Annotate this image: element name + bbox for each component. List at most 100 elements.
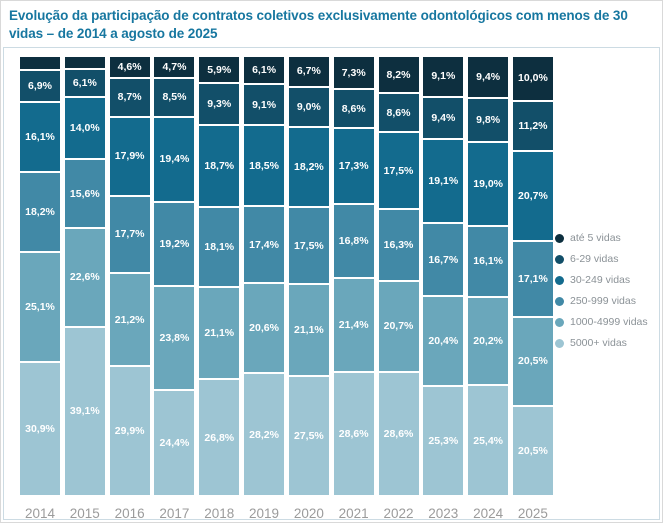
segment-value-label: 15,6%: [69, 187, 100, 200]
segment-value-label: 16,3%: [383, 238, 414, 251]
bar-stack: 9,4% 9,8% 19,0% 16,1% 20,2% 25,4%: [468, 57, 509, 496]
segment-value-label: 9,4%: [431, 112, 456, 125]
segment-value-label: 6,1%: [252, 64, 277, 77]
segment-value-label: 27,5%: [293, 430, 324, 443]
segment-value-label: 18,1%: [204, 241, 235, 254]
bar-segment: 4,6%: [109, 57, 150, 77]
legend-item: 1000-4999 vidas: [555, 315, 651, 329]
segment-value-label: 18,2%: [25, 206, 55, 219]
bar-segment: 16,7%: [423, 223, 464, 296]
segment-value-label: 9,4%: [476, 71, 501, 84]
bar-segment: 18,2%: [20, 173, 60, 252]
bar-stack: 8,2% 8,6% 17,5% 16,3% 20,7% 28,6%: [378, 57, 419, 496]
legend-item: 250-999 vidas: [555, 294, 651, 308]
segment-value-label: 17,5%: [383, 164, 414, 177]
segment-value-label: 23,8%: [159, 331, 190, 344]
segment-value-label: 19,0%: [473, 177, 504, 190]
x-axis-label: 2014: [24, 506, 56, 521]
bar-segment: 26,8%: [199, 380, 240, 496]
segment-value-label: 8,7%: [117, 91, 142, 104]
bar-segment: 19,0%: [468, 143, 509, 225]
chart-title: Evolução da participação de contratos co…: [9, 8, 628, 41]
bar-segment: 8,6%: [378, 94, 419, 131]
x-axis-label: 2024: [473, 506, 504, 521]
segment-value-label: 20,7%: [383, 320, 414, 333]
bar-segment: 27,5%: [288, 377, 329, 496]
segment-value-label: 9,1%: [431, 70, 456, 83]
bar-segment: 20,4%: [423, 297, 464, 385]
legend-item: 30-249 vidas: [555, 273, 651, 287]
bar-segment: 16,1%: [20, 102, 60, 172]
bar-segment: 20,7%: [512, 151, 553, 241]
bar-segment: 25,1%: [20, 253, 60, 361]
segment-value-label: 28,2%: [249, 428, 279, 441]
bar-segment: 28,6%: [378, 372, 419, 496]
segment-value-label: 9,8%: [476, 114, 501, 127]
bar-segment: 20,6%: [244, 283, 285, 373]
bar-segment: 9,0%: [288, 87, 329, 127]
segment-value-label: 8,6%: [341, 102, 366, 115]
bar-segment: 6,1%: [244, 57, 285, 84]
legend-dot-icon: [555, 254, 564, 264]
segment-value-label: 25,3%: [428, 434, 459, 447]
bar-segment: 20,5%: [512, 317, 553, 406]
legend-label: 5000+ vidas: [570, 337, 627, 349]
legend-label: 250-999 vidas: [570, 295, 636, 307]
bar-segment: [64, 57, 105, 69]
segment-value-label: 20,2%: [473, 334, 504, 347]
bar-stack: 4,6% 8,7% 17,9% 17,7% 21,2% 29,9%: [109, 57, 150, 496]
bar-segment: 7,3%: [333, 57, 374, 89]
legend-item: até 5 vidas: [555, 231, 651, 245]
bar-segment: 21,1%: [288, 285, 329, 376]
segment-value-label: 30,9%: [25, 422, 55, 435]
bar-segment: 16,3%: [378, 210, 419, 280]
bar-column-2019: 6,1% 9,1% 18,5% 17,4% 20,6% 28,2% 2019: [244, 57, 285, 522]
bar-segment: 16,8%: [333, 205, 374, 278]
bar-segment: 18,2%: [288, 128, 329, 207]
bar-segment: 14,0%: [64, 98, 105, 159]
bar-column-2022: 8,2% 8,6% 17,5% 16,3% 20,7% 28,6% 2022: [378, 57, 419, 522]
bar-stack: 5,9% 9,3% 18,7% 18,1% 21,1% 26,8%: [199, 57, 240, 496]
segment-value-label: 29,9%: [114, 425, 145, 438]
segment-value-label: 4,6%: [117, 60, 142, 73]
bar-segment: 10,0%: [512, 57, 553, 100]
segment-value-label: 10,0%: [518, 72, 548, 85]
legend-dot-icon: [555, 233, 564, 243]
x-axis-label: 2016: [114, 506, 145, 521]
bar-segment: 6,9%: [20, 70, 60, 101]
bar-segment: 11,2%: [512, 101, 553, 150]
bar-column-2017: 4,7% 8,5% 19,4% 19,2% 23,8% 24,4% 2017: [154, 57, 195, 522]
segment-value-label: 8,2%: [386, 68, 411, 81]
segment-value-label: 11,2%: [518, 119, 548, 132]
bar-segment: 30,9%: [20, 362, 60, 496]
bar-segment: 25,3%: [423, 386, 464, 496]
bars: 6,9% 16,1% 18,2% 25,1% 30,9% 2014 6,1% 14,0% 15,…: [20, 57, 553, 522]
segment-value-label: 25,4%: [473, 434, 504, 447]
bar-stack: 7,3% 8,6% 17,3% 16,8% 21,4% 28,6%: [333, 57, 374, 496]
legend-item: 5000+ vidas: [555, 336, 651, 350]
bar-segment: 9,4%: [423, 97, 464, 139]
bar-segment: 18,1%: [199, 208, 240, 286]
bar-segment: 18,5%: [244, 126, 285, 206]
segment-value-label: 21,1%: [204, 327, 235, 340]
legend-dot-icon: [555, 317, 564, 327]
segment-value-label: 14,0%: [69, 122, 100, 135]
x-axis-label: 2023: [428, 506, 459, 521]
segment-value-label: 9,0%: [296, 100, 321, 113]
legend-item: 6-29 vidas: [555, 252, 651, 266]
x-axis-label: 2022: [383, 506, 414, 521]
segment-value-label: 20,6%: [249, 322, 279, 335]
bar-column-2014: 6,9% 16,1% 18,2% 25,1% 30,9% 2014: [20, 57, 60, 522]
x-axis-label: 2015: [69, 506, 100, 521]
bar-segment: 18,7%: [199, 126, 240, 207]
bar-segment: 5,9%: [199, 57, 240, 83]
segment-value-label: 28,6%: [383, 427, 414, 440]
segment-value-label: 21,2%: [114, 313, 145, 326]
segment-value-label: 7,3%: [341, 66, 366, 79]
segment-value-label: 28,6%: [338, 427, 369, 440]
segment-value-label: 16,7%: [428, 253, 459, 266]
bar-column-2025: 10,0% 11,2% 20,7% 17,1% 20,5% 20,5% 2025: [512, 57, 553, 522]
legend-label: 6-29 vidas: [570, 253, 619, 265]
segment-value-label: 9,1%: [252, 98, 277, 111]
